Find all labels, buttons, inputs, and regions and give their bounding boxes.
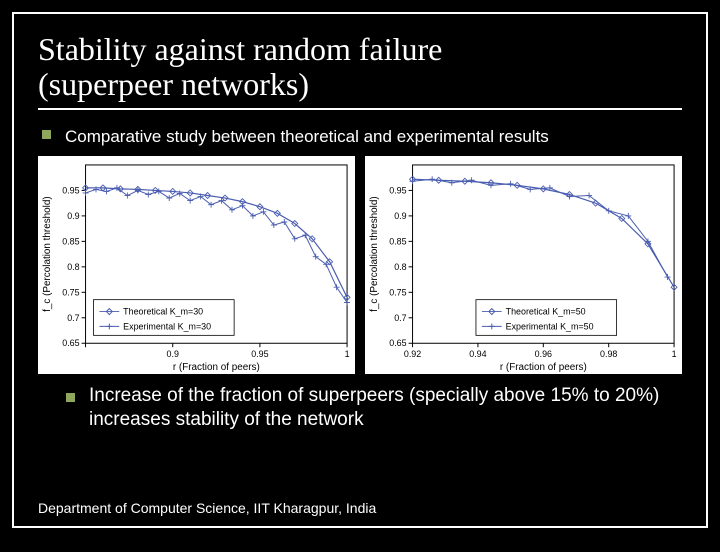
- svg-text:0.92: 0.92: [404, 349, 421, 359]
- svg-text:0.9: 0.9: [67, 211, 79, 221]
- bullet-icon: [42, 130, 51, 139]
- svg-text:1: 1: [345, 349, 350, 359]
- conclusion: Increase of the fraction of superpeers (…: [38, 384, 682, 432]
- svg-text:0.95: 0.95: [62, 185, 79, 195]
- svg-text:Experimental K_m=30: Experimental K_m=30: [123, 321, 211, 331]
- bullet-1: Comparative study between theoretical an…: [38, 124, 682, 150]
- chart-left: 0.65 0.7 0.75 0.8 0.85 0.9 0.95 0.9 0.95 1 r (Frac…: [38, 156, 355, 374]
- svg-text:Theoretical K_m=30: Theoretical K_m=30: [123, 306, 203, 316]
- svg-text:0.9: 0.9: [167, 349, 179, 359]
- svg-text:0.65: 0.65: [62, 338, 79, 348]
- title-line2: (superpeer networks): [38, 66, 309, 102]
- svg-text:0.95: 0.95: [389, 185, 406, 195]
- svg-text:Experimental K_m=50: Experimental K_m=50: [506, 321, 594, 331]
- svg-text:r (Fraction of peers): r (Fraction of peers): [500, 362, 587, 373]
- svg-text:Theoretical K_m=50: Theoretical K_m=50: [506, 306, 586, 316]
- svg-text:1: 1: [672, 349, 677, 359]
- title-rule: [38, 108, 682, 110]
- chart-right: 0.65 0.7 0.75 0.8 0.85 0.9 0.95 0.92 0.94 0.96 0.9…: [365, 156, 682, 374]
- svg-text:r (Fraction of peers): r (Fraction of peers): [173, 362, 260, 373]
- bullet-1-text: Comparative study between theoretical an…: [65, 124, 549, 150]
- svg-text:0.96: 0.96: [535, 349, 552, 359]
- slide: Stability against random failure (superp…: [12, 12, 708, 528]
- svg-text:0.75: 0.75: [389, 287, 406, 297]
- charts-row: 0.65 0.7 0.75 0.8 0.85 0.9 0.95 0.9 0.95 1 r (Frac…: [38, 156, 682, 374]
- svg-text:f_c (Percolation threshold): f_c (Percolation threshold): [369, 196, 380, 311]
- svg-text:0.85: 0.85: [62, 236, 79, 246]
- svg-text:0.85: 0.85: [389, 236, 406, 246]
- conclusion-text: Increase of the fraction of superpeers (…: [89, 384, 682, 432]
- svg-text:0.8: 0.8: [67, 262, 79, 272]
- footer: Department of Computer Science, IIT Khar…: [38, 500, 376, 516]
- svg-text:0.7: 0.7: [67, 313, 79, 323]
- title-line1: Stability against random failure: [38, 31, 442, 67]
- svg-text:0.94: 0.94: [469, 349, 486, 359]
- svg-text:0.95: 0.95: [251, 349, 268, 359]
- svg-text:0.75: 0.75: [62, 287, 79, 297]
- slide-title: Stability against random failure (superp…: [38, 32, 682, 102]
- svg-text:f_c (Percolation threshold): f_c (Percolation threshold): [42, 196, 53, 311]
- svg-text:0.9: 0.9: [394, 211, 406, 221]
- bullet-icon: [66, 393, 75, 402]
- svg-text:0.65: 0.65: [389, 338, 406, 348]
- svg-text:0.8: 0.8: [394, 262, 406, 272]
- svg-text:0.98: 0.98: [600, 349, 617, 359]
- svg-text:0.7: 0.7: [394, 313, 406, 323]
